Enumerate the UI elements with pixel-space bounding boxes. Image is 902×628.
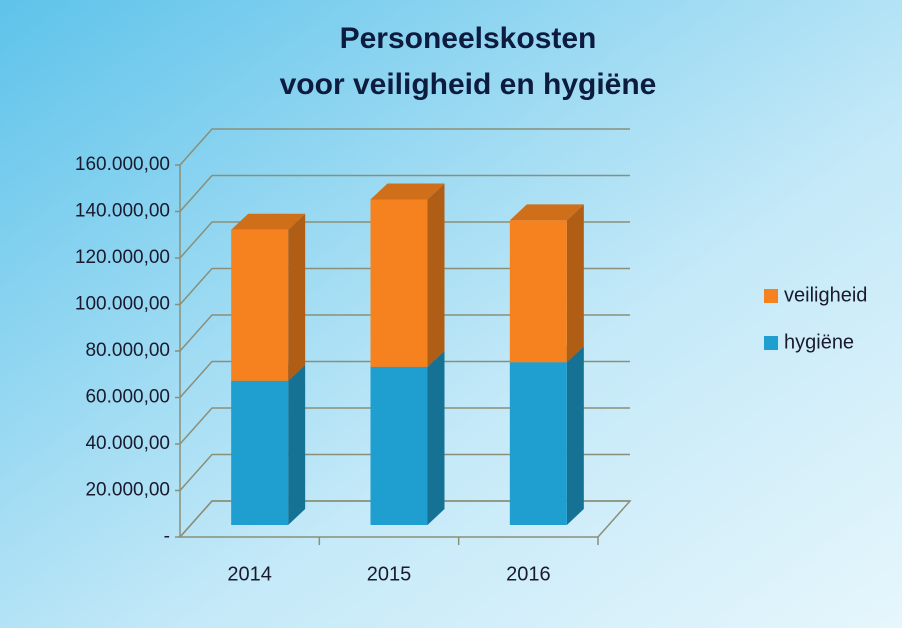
grid-line xyxy=(179,360,630,398)
grid-line xyxy=(179,221,630,259)
bar xyxy=(370,366,428,525)
grid-line xyxy=(179,174,630,212)
bar-side xyxy=(427,350,445,525)
grid-line xyxy=(179,407,630,445)
bar-top xyxy=(370,183,445,200)
x-tick-label: 2016 xyxy=(506,563,551,585)
y-tick-label: 80.000,00 xyxy=(85,340,170,361)
chart-title: Personeelskosten xyxy=(340,22,597,55)
grid-line xyxy=(179,500,630,538)
y-tick-label: 60.000,00 xyxy=(85,387,170,408)
bar-side xyxy=(566,346,584,525)
y-tick-label: 40.000,00 xyxy=(85,433,170,454)
grid-line xyxy=(179,267,630,305)
y-tick-label: 120.000,00 xyxy=(75,247,170,268)
bar xyxy=(509,220,567,363)
bar-side xyxy=(427,183,445,367)
bar xyxy=(231,229,289,381)
bar xyxy=(509,362,567,525)
legend-label: hygiëne xyxy=(784,331,854,353)
y-tick-label: 160.000,00 xyxy=(75,154,170,175)
x-tick-label: 2015 xyxy=(367,563,412,585)
legend-swatch xyxy=(764,336,778,350)
grid-line xyxy=(179,314,630,352)
bar-top xyxy=(231,213,306,230)
grid-line xyxy=(179,453,630,491)
grid-line xyxy=(179,128,630,166)
bar-side xyxy=(566,204,584,363)
bar xyxy=(231,380,289,525)
bar xyxy=(370,199,428,367)
chart-title: voor veiligheid en hygiëne xyxy=(280,68,657,101)
y-tick-label: 100.000,00 xyxy=(75,294,170,315)
y-tick-label: - xyxy=(164,526,170,547)
x-tick-label: 2014 xyxy=(227,563,272,585)
y-tick-label: 140.000,00 xyxy=(75,201,170,222)
bar-top xyxy=(509,204,584,221)
bar-side xyxy=(288,364,306,525)
y-tick-label: 20.000,00 xyxy=(85,480,170,501)
legend-label: veiligheid xyxy=(784,284,867,306)
bar-side xyxy=(288,213,306,381)
legend-swatch xyxy=(764,289,778,303)
